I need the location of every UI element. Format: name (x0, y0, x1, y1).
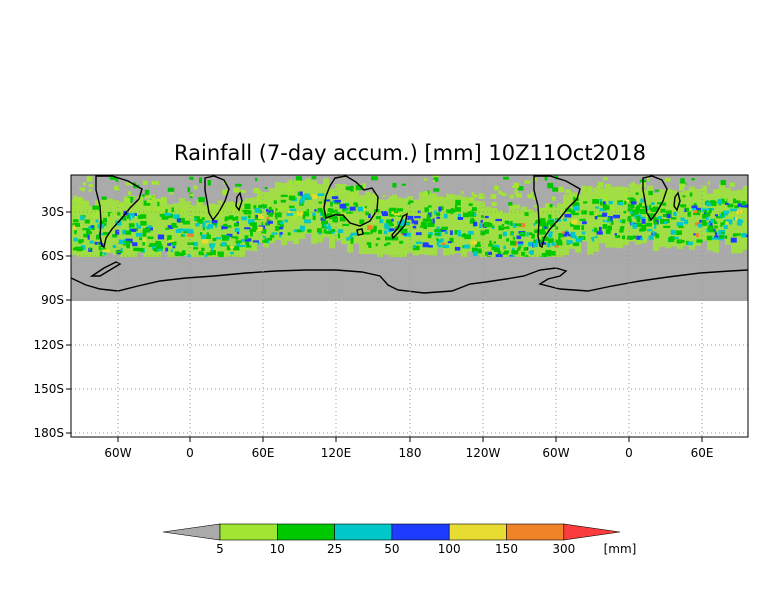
antarctica-outline (70, 267, 749, 294)
y-tick-label: 180S (33, 426, 64, 440)
colorbar-swatch (276, 523, 335, 541)
madagascar-outline-left (235, 191, 243, 212)
colorbar-legend: 5 10 25 50 100 150 300 [mm] (162, 523, 637, 556)
colorbar-swatch (219, 523, 278, 541)
colorbar-level-label: 5 (216, 542, 224, 556)
africa-outline-right (642, 175, 668, 222)
colorbar-unit-label: [mm] (604, 542, 637, 556)
antarctic-peninsula-left (89, 261, 122, 277)
colorbar-swatch (506, 523, 565, 541)
y-tick-label: 60S (41, 249, 64, 263)
x-tick-label: 60W (542, 446, 569, 460)
y-tick-label: 150S (33, 382, 64, 396)
x-tick-label: 120W (466, 446, 501, 460)
australia-outline (323, 175, 379, 227)
colorbar-level-label: 25 (327, 542, 342, 556)
coastlines (70, 175, 749, 294)
x-tick-label: 60W (104, 446, 131, 460)
colorbar-swatch (334, 523, 393, 541)
madagascar-outline-right (673, 191, 681, 212)
x-tick-label: 0 (186, 446, 194, 460)
x-tick-label: 60E (691, 446, 714, 460)
x-tick-label: 180 (399, 446, 422, 460)
colorbar-level-label: 300 (552, 542, 575, 556)
axis-ticks: 30S 60S 90S 120S 150S 180S 60W 0 60E 120E 180 120W 6… (33, 205, 713, 460)
y-tick-label: 30S (41, 205, 64, 219)
x-tick-label: 0 (625, 446, 633, 460)
colorbar-lower-arrow (162, 523, 221, 541)
south-america-outline-left (95, 175, 143, 249)
colorbar-level-label: 10 (270, 542, 285, 556)
rainfall-field (71, 175, 748, 257)
x-tick-label: 120E (321, 446, 352, 460)
colorbar-level-label: 100 (438, 542, 461, 556)
tasmania-outline (356, 228, 364, 236)
colorbar-level-label: 150 (495, 542, 518, 556)
colorbar-swatch (448, 523, 507, 541)
map-gridlines (71, 175, 748, 437)
colorbar-level-label: 50 (384, 542, 399, 556)
colorbar-upper-arrow (563, 523, 621, 541)
colorbar-swatch (391, 523, 450, 541)
y-tick-label: 120S (33, 338, 64, 352)
x-tick-label: 60E (252, 446, 275, 460)
y-tick-label: 90S (41, 293, 64, 307)
south-america-outline-right (533, 175, 581, 249)
map-title: Rainfall (7-day accum.) [mm] 10Z11Oct201… (173, 141, 646, 165)
new-zealand-outline (391, 212, 408, 240)
